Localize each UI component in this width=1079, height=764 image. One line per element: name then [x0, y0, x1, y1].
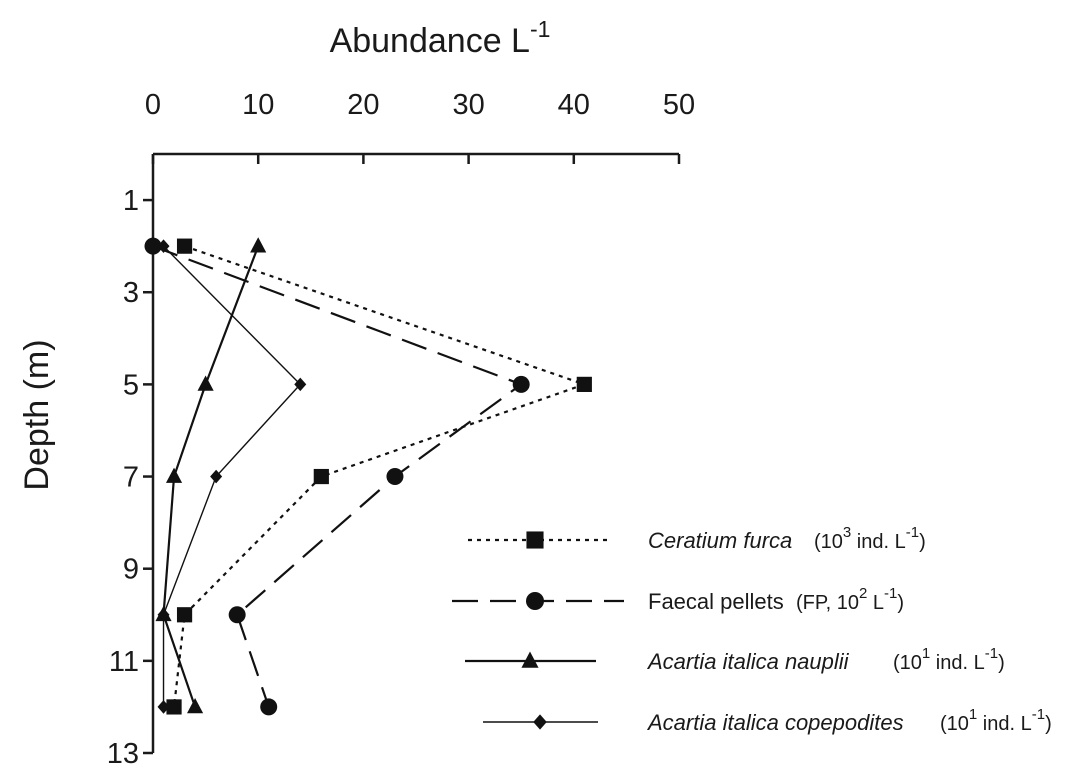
legend-item: Acartia italica copepodites (101 ind. L-1… [483, 706, 1052, 735]
y-tick-label: 13 [107, 738, 139, 764]
legend-unit-text: ) [919, 531, 926, 553]
y-tick-label: 11 [109, 646, 139, 678]
series-triangle [155, 237, 267, 714]
legend-unit-superscript: 3 [843, 524, 851, 541]
legend-unit-superscript: 1 [969, 706, 977, 723]
data-point [512, 375, 530, 393]
series-layer [144, 237, 592, 716]
y-tick-label: 7 [123, 462, 139, 494]
legend-unit-text: (10 [893, 652, 922, 674]
legend-unit-text: (10 [814, 531, 843, 553]
series-square [166, 238, 592, 715]
data-point [165, 467, 183, 483]
legend-unit-text: ) [897, 592, 904, 614]
data-point [197, 375, 214, 391]
x-tick-label: 40 [558, 89, 590, 121]
x-tick-label: 50 [663, 89, 695, 121]
legend-item: Faecal pellets (FP, 102 L-1) [452, 585, 904, 614]
legend-unit-text: (FP, 10 [796, 592, 859, 614]
data-point [176, 238, 193, 254]
data-point [250, 237, 267, 253]
x-axis-title-superscript: -1 [530, 16, 550, 42]
legend-unit-superscript: -1 [985, 645, 998, 662]
legend-marker-circle [526, 592, 544, 610]
legend-label: Faecal pellets [648, 589, 784, 614]
legend: Ceratium furca (103 ind. L-1)Faecal pelle… [452, 524, 1052, 735]
legend-label: Acartia italica nauplii [646, 649, 850, 674]
y-axis-title: Depth (m) [18, 339, 56, 490]
x-axis-title-text: Abundance L [330, 22, 530, 60]
data-point [260, 698, 278, 716]
legend-item: Acartia italica nauplii (101 ind. L-1) [465, 645, 1005, 674]
data-point [157, 700, 170, 714]
x-tick-label: 10 [242, 89, 274, 121]
y-tick-label: 3 [123, 277, 139, 309]
legend-marker-triangle [521, 651, 539, 668]
legend-unit-text: ind. L [851, 531, 905, 553]
data-point [157, 607, 170, 622]
legend-label: Acartia italica copepodites [646, 710, 904, 735]
legend-unit-text: ) [998, 652, 1005, 674]
data-point [313, 468, 329, 485]
x-axis-ticks: 0 10 20 30 40 50 [145, 89, 695, 164]
legend-unit-text: ind. L [930, 652, 984, 674]
series-line [172, 245, 588, 708]
legend-unit-superscript: 1 [922, 645, 930, 662]
y-tick-label: 9 [123, 554, 139, 586]
legend-unit: (101 ind. L-1) [893, 645, 1005, 674]
legend-unit-superscript: -1 [1032, 706, 1045, 723]
data-point [176, 607, 193, 623]
x-tick-label: 0 [145, 89, 161, 121]
legend-unit-superscript: -1 [906, 524, 919, 541]
data-point [210, 469, 223, 484]
legend-item: Ceratium furca (103 ind. L-1) [468, 524, 926, 553]
legend-unit-superscript: 2 [859, 585, 867, 602]
legend-label: Ceratium furca [648, 528, 792, 553]
legend-unit: (FP, 102 L-1) [796, 585, 904, 614]
legend-unit-text: L [867, 592, 884, 614]
y-tick-label: 1 [123, 185, 139, 217]
legend-unit: (103 ind. L-1) [814, 524, 926, 553]
x-axis-title: Abundance L-1 [330, 16, 551, 60]
legend-unit-text: ind. L [977, 713, 1031, 735]
data-point [166, 699, 182, 715]
data-point [294, 377, 307, 392]
data-point [576, 376, 592, 392]
legend-unit-text: (10 [940, 713, 969, 735]
legend-unit: (101 ind. L-1) [940, 706, 1052, 735]
legend-marker-square [526, 531, 544, 549]
data-point [386, 468, 404, 486]
series-circle [144, 237, 530, 716]
data-point [228, 606, 246, 624]
series-line [152, 245, 524, 708]
data-point [157, 239, 170, 253]
x-tick-label: 20 [347, 89, 379, 121]
data-point [144, 237, 162, 255]
legend-marker-diamond [533, 714, 547, 730]
y-tick-label: 5 [123, 369, 139, 401]
series-diamond [157, 239, 307, 714]
legend-unit-text: ) [1045, 713, 1052, 735]
legend-unit-superscript: -1 [884, 585, 897, 602]
data-point [187, 697, 204, 714]
series-line [162, 245, 302, 707]
x-tick-label: 30 [452, 89, 484, 121]
